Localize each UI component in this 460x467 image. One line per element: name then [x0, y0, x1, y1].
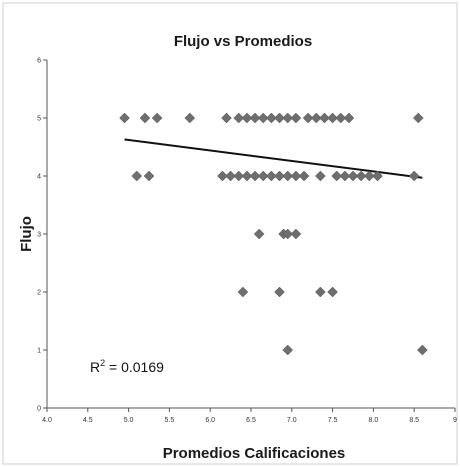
data-point	[331, 170, 343, 182]
data-point	[412, 112, 424, 124]
x-tick-label: 7.5	[328, 417, 338, 424]
data-point	[249, 112, 261, 124]
x-tick-label: 8.5	[409, 417, 419, 424]
data-point	[347, 170, 359, 182]
data-point	[184, 112, 196, 124]
data-point	[355, 170, 367, 182]
data-points	[119, 112, 428, 356]
data-point	[315, 170, 326, 182]
x-tick-label: 8.0	[369, 417, 379, 424]
data-point	[290, 228, 302, 240]
y-tick-label: 2	[37, 290, 41, 297]
x-axis-label: Promedios Calificaciones	[163, 445, 346, 462]
y-axis-label: Flujo	[18, 216, 35, 252]
data-point	[310, 112, 322, 124]
data-point	[131, 170, 143, 182]
data-point	[282, 112, 294, 124]
data-point	[225, 170, 236, 182]
ticks: 4.0 4.5 5.0 5.5 6.0 6.5 7.0 7.5 8.0 8.5 9 0 1 2 3 4 5 6	[37, 58, 457, 425]
data-point	[274, 286, 285, 298]
y-tick-label: 4	[37, 174, 41, 181]
data-point	[327, 286, 338, 298]
y-tick-label: 3	[37, 232, 41, 239]
data-point	[327, 112, 338, 124]
data-point	[290, 112, 302, 124]
data-point	[319, 112, 330, 124]
data-point	[143, 170, 155, 182]
data-point	[217, 170, 228, 182]
r-squared-letter: R	[90, 359, 100, 375]
data-point	[233, 112, 245, 124]
data-point	[257, 112, 269, 124]
data-point	[335, 112, 347, 124]
data-point	[221, 112, 232, 124]
x-tick-label: 5.5	[165, 417, 175, 424]
data-point	[290, 170, 302, 182]
data-point	[417, 344, 428, 356]
data-point	[266, 170, 277, 182]
x-tick-label: 6.5	[246, 417, 256, 424]
data-point	[302, 112, 314, 124]
x-tick-label: 9	[453, 417, 457, 424]
x-tick-label: 6.0	[205, 417, 215, 424]
y-tick-label: 5	[37, 116, 41, 123]
data-point	[274, 112, 285, 124]
data-point	[408, 170, 420, 182]
r-squared-superscript: 2	[100, 358, 105, 368]
data-point	[363, 170, 375, 182]
data-point	[282, 344, 294, 356]
data-point	[237, 286, 249, 298]
data-point	[266, 112, 277, 124]
data-point	[343, 112, 355, 124]
data-point	[241, 170, 253, 182]
data-point	[233, 170, 245, 182]
data-point	[151, 112, 163, 124]
r-squared-annotation: R2 = 0.0169	[90, 358, 164, 375]
data-point	[241, 112, 253, 124]
x-tick-label: 5.0	[124, 417, 134, 424]
data-point	[249, 170, 261, 182]
data-point	[298, 170, 310, 182]
data-point	[282, 170, 294, 182]
y-tick-label: 6	[37, 58, 41, 65]
data-point	[119, 112, 130, 124]
data-point	[282, 228, 294, 240]
x-tick-label: 4.5	[83, 417, 93, 424]
chart-title: Flujo vs Promedios	[174, 33, 312, 50]
y-tick-label: 1	[37, 348, 41, 355]
data-point	[315, 286, 326, 298]
data-point	[257, 170, 269, 182]
trendline-group	[124, 138, 423, 179]
data-point	[372, 170, 383, 182]
data-point	[253, 228, 265, 240]
y-tick-label: 0	[37, 406, 41, 413]
data-point	[339, 170, 351, 182]
data-point	[274, 170, 285, 182]
x-tick-label: 4.0	[42, 417, 52, 424]
x-tick-label: 7.0	[287, 417, 297, 424]
r-squared-value: = 0.0169	[105, 359, 164, 375]
data-point	[139, 112, 151, 124]
trendline	[124, 138, 423, 179]
